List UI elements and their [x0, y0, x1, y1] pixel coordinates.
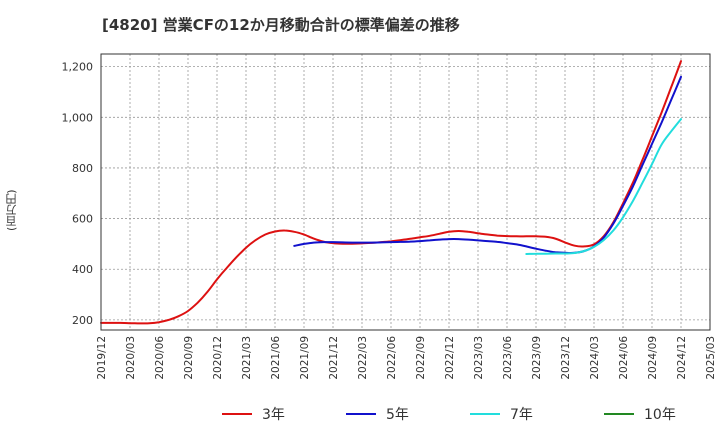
- x-tick-label: 2020/06: [154, 336, 166, 380]
- legend-label: 10年: [644, 407, 676, 423]
- x-tick-label: 2019/12: [96, 336, 108, 380]
- y-tick-label: 800: [72, 162, 93, 175]
- chart-title: [4820] 営業CFの12か月移動合計の標準偏差の推移: [102, 16, 460, 34]
- grid-layer: [100, 54, 711, 330]
- x-tick-label: 2024/12: [676, 336, 688, 380]
- x-tick-label: 2023/03: [473, 336, 485, 380]
- x-tick-label: 2022/06: [386, 336, 398, 380]
- y-tick-label: 1,000: [62, 111, 94, 124]
- x-tick-label: 2022/12: [444, 336, 456, 380]
- x-tick-label: 2024/06: [618, 336, 630, 380]
- series-line-3年: [100, 60, 682, 325]
- x-tick-label: 2021/09: [299, 336, 311, 380]
- x-tick-label: 2022/09: [415, 336, 427, 380]
- x-tick-label: 2025/03: [705, 336, 717, 380]
- y-tick-label: 400: [72, 263, 93, 276]
- x-tick-label: 2022/03: [357, 336, 369, 380]
- x-tick-label: 2020/03: [125, 336, 137, 380]
- x-tick-label: 2023/06: [502, 336, 514, 380]
- x-tick-labels: 2019/12 2020/03 2020/06 2020/09 2020/12 2021/…: [96, 336, 717, 380]
- y-tick-labels: 200 400 600 800 1,000 1,200: [62, 61, 94, 327]
- legend-label: 5年: [386, 407, 409, 423]
- legend-label: 7年: [510, 407, 533, 423]
- plot-frame: [100, 53, 711, 331]
- legend: 3年 5年 7年 10年: [222, 407, 676, 423]
- x-tick-label: 2021/12: [328, 336, 340, 380]
- series-line-7年: [525, 118, 682, 255]
- x-tick-label: 2021/03: [241, 336, 253, 380]
- y-tick-label: 600: [72, 213, 93, 226]
- series-line-5年: [293, 75, 682, 254]
- x-tick-label: 2023/09: [531, 336, 543, 380]
- x-tick-label: 2024/09: [647, 336, 659, 380]
- x-tick-label: 2021/06: [270, 336, 282, 380]
- x-tick-label: 2020/09: [183, 336, 195, 380]
- y-tick-label: 200: [72, 314, 93, 327]
- legend-label: 3年: [262, 407, 285, 423]
- x-tick-label: 2020/12: [212, 336, 224, 380]
- y-tick-label: 1,200: [62, 61, 94, 74]
- x-tick-label: 2024/03: [589, 336, 601, 380]
- series-layer: [100, 60, 682, 325]
- x-tick-label: 2023/12: [560, 336, 572, 380]
